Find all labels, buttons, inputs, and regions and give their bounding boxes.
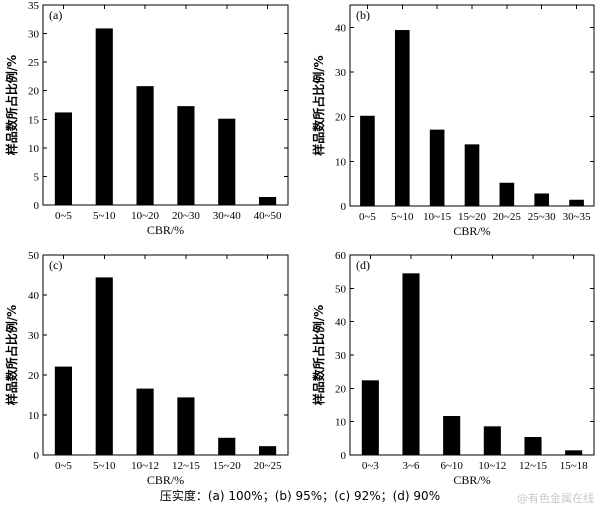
y-tick-label: 40 (335, 22, 347, 34)
bar (394, 30, 410, 206)
y-tick-label: 10 (28, 410, 40, 422)
x-tick-label: 3~6 (403, 460, 420, 472)
y-tick-label: 30 (28, 29, 40, 41)
y-tick-label: 0 (341, 201, 347, 213)
x-tick-label: 30~40 (213, 210, 241, 222)
bar (54, 112, 72, 205)
y-tick-label: 60 (335, 250, 347, 262)
x-tick-label: 12~15 (519, 460, 547, 472)
plot-frame (349, 254, 595, 456)
x-tick-label: 5~10 (391, 211, 414, 223)
bar (483, 426, 501, 455)
y-tick-label: 15 (28, 114, 40, 126)
bar (177, 106, 195, 205)
bar (499, 182, 515, 206)
x-tick-label: 20~30 (172, 210, 200, 222)
bar (95, 277, 113, 455)
x-tick-label: 15~20 (213, 460, 241, 472)
y-tick-label: 20 (28, 86, 40, 98)
y-tick-label: 25 (28, 57, 40, 69)
x-tick-label: 10~15 (423, 211, 451, 223)
y-tick-label: 10 (335, 156, 347, 168)
x-tick-label: 0~3 (362, 460, 379, 472)
y-tick-label: 10 (335, 417, 347, 429)
chart-panel-3: 0 10 20 30 40 50 0~5 5~10 10~12 12~15 15~20 20~25 CB… (4, 250, 289, 487)
y-tick-label: 20 (28, 370, 40, 382)
y-tick-label: 0 (34, 450, 40, 462)
y-axis-label: 样品数所占比例/% (4, 305, 19, 405)
x-tick-label: 20~25 (254, 460, 282, 472)
bar (54, 366, 72, 455)
chart-panel-1: 0 5 10 15 20 25 30 35 0~5 5~10 10~20 20~30 30~40 40~5… (4, 0, 289, 237)
x-axis-label: CBR/% (453, 224, 490, 238)
x-tick-label: 0~5 (55, 460, 72, 472)
y-tick-label: 20 (335, 383, 347, 395)
x-tick-label: 0~5 (55, 210, 72, 222)
x-tick-label: 6~10 (440, 460, 463, 472)
y-tick-label: 30 (28, 330, 40, 342)
y-tick-label: 5 (34, 171, 40, 183)
x-tick-label: 20~25 (493, 211, 521, 223)
bar (136, 388, 154, 455)
bar (534, 193, 550, 206)
x-axis-label: CBR/% (453, 473, 490, 487)
x-tick-label: 25~30 (528, 211, 556, 223)
bar (524, 437, 542, 455)
bar (464, 144, 480, 206)
bar (402, 273, 420, 455)
x-tick-label: 40~50 (254, 210, 282, 222)
y-axis-label: 样品数所占比例/% (311, 55, 326, 155)
y-tick-label: 30 (335, 67, 347, 79)
y-tick-label: 20 (335, 112, 347, 124)
bar (136, 86, 154, 205)
bar (361, 380, 379, 455)
x-tick-label: 15~18 (560, 460, 588, 472)
y-tick-label: 40 (335, 317, 347, 329)
y-tick-label: 40 (28, 290, 40, 302)
x-tick-label: 5~10 (93, 460, 116, 472)
watermark: @有色金属在线 (517, 492, 594, 505)
panel-label: (d) (356, 258, 370, 272)
y-axis-label: 样品数所占比例/% (4, 55, 19, 155)
x-tick-label: 15~20 (458, 211, 486, 223)
bar (95, 28, 113, 205)
y-tick-label: 50 (28, 250, 40, 262)
plot-frame (42, 254, 289, 456)
x-tick-label: 12~15 (172, 460, 200, 472)
x-tick-label: 10~12 (131, 460, 159, 472)
panel-label: (c) (49, 258, 62, 272)
y-axis-label: 样品数所占比例/% (311, 305, 326, 405)
bar (177, 397, 195, 455)
y-tick-label: 35 (28, 0, 40, 12)
y-tick-label: 0 (341, 450, 347, 462)
y-tick-label: 30 (335, 350, 347, 362)
bar (218, 118, 236, 205)
bar (360, 115, 375, 206)
x-tick-label: 10~12 (478, 460, 506, 472)
bar (429, 129, 445, 206)
bar (443, 416, 461, 455)
bar (259, 446, 277, 455)
x-tick-label: 0~5 (359, 211, 376, 223)
x-tick-label: 10~20 (131, 210, 159, 222)
bar (218, 437, 236, 455)
y-tick-label: 50 (335, 283, 347, 295)
x-axis-label: CBR/% (147, 223, 184, 237)
y-tick-label: 10 (28, 143, 40, 155)
x-tick-label: 5~10 (93, 210, 116, 222)
x-tick-label: 30~35 (563, 211, 591, 223)
figure-caption: 压实度：(a) 100%；(b) 95%；(c) 92%；(d) 90% (159, 489, 441, 503)
plot-frame (42, 4, 289, 206)
y-tick-label: 0 (34, 200, 40, 212)
chart-panel-4: 0 10 20 30 40 50 60 0~3 3~6 6~10 10~12 12~15 15~18 CB… (311, 250, 595, 487)
panel-label: (b) (356, 8, 370, 22)
panel-label: (a) (49, 8, 62, 22)
chart-panel-2: 0 10 20 30 40 0~5 5~10 10~15 15~20 20~25 25~30 30~3… (311, 4, 595, 238)
x-axis-label: CBR/% (147, 473, 184, 487)
